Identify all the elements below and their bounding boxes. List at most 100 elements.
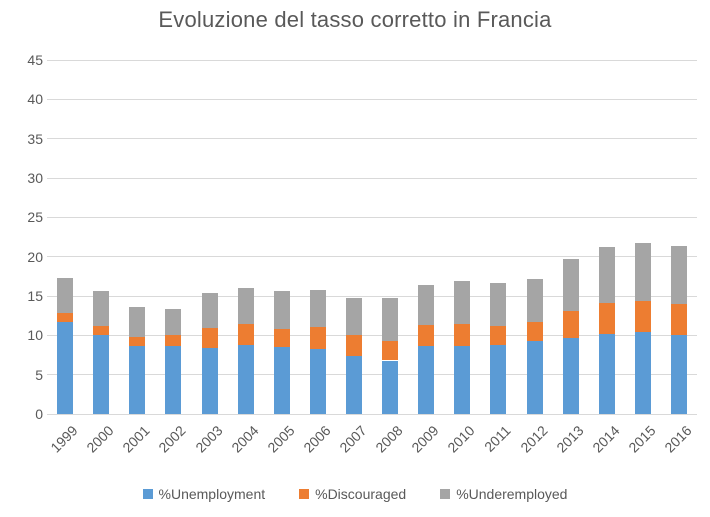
bar-2007-segment-underemployed xyxy=(345,297,362,336)
gridline-0 xyxy=(47,413,697,415)
bar-2005-segment-underemployed xyxy=(273,291,290,330)
legend-item-unemployment: %Unemployment xyxy=(142,486,266,502)
x-axis-tick-label-2008: 2008 xyxy=(372,422,406,456)
gridline-20 xyxy=(47,256,697,258)
gridline-35 xyxy=(47,138,697,140)
bar-1999-segment-unemployment xyxy=(57,321,74,414)
bar-2014-segment-unemployment xyxy=(598,333,615,414)
bar-2010-segment-underemployed xyxy=(454,281,471,324)
bar-2007-segment-discouraged xyxy=(345,335,362,356)
bar-2011-segment-unemployment xyxy=(490,344,507,414)
bar-2003-segment-underemployed xyxy=(201,292,218,329)
bar-2015-segment-underemployed xyxy=(634,243,651,301)
y-axis-tick-label: 30 xyxy=(27,170,43,186)
y-axis-tick-label: 40 xyxy=(27,91,43,108)
bar-2002-segment-discouraged xyxy=(165,335,182,347)
bar-2001-segment-discouraged xyxy=(129,336,146,346)
bar-2012-segment-underemployed xyxy=(526,278,543,322)
bar-2016-segment-unemployment xyxy=(670,334,687,414)
gridline-40 xyxy=(47,98,697,100)
legend-label-unemployment: %Unemployment xyxy=(158,486,266,502)
y-axis-tick-label: 5 xyxy=(35,366,43,383)
x-axis-tick-label-2003: 2003 xyxy=(191,422,226,456)
x-axis-tick-label-2006: 2006 xyxy=(300,422,334,456)
x-axis-tick-label-2014: 2014 xyxy=(588,422,623,456)
bar-2012-segment-unemployment xyxy=(526,340,543,414)
legend-item-discouraged: %Discouraged xyxy=(299,486,406,502)
legend-item-underemployed: %Underemployed xyxy=(440,486,567,502)
x-axis-tick-label-2001: 2001 xyxy=(119,422,153,456)
bar-2009-segment-discouraged xyxy=(418,325,435,347)
x-axis-tick-label-2007: 2007 xyxy=(336,422,370,456)
gridline-10 xyxy=(47,334,697,336)
bar-2010-segment-discouraged xyxy=(454,323,471,346)
bar-2008-segment-unemployment xyxy=(382,360,399,414)
legend-label-underemployed: %Underemployed xyxy=(456,486,568,502)
bar-2015-segment-discouraged xyxy=(634,300,651,333)
bar-2011-segment-discouraged xyxy=(490,325,507,345)
bar-1999-segment-underemployed xyxy=(57,277,74,313)
x-axis-tick-label-1999: 1999 xyxy=(47,422,81,456)
gridline-25 xyxy=(47,216,697,218)
bar-2001-segment-underemployed xyxy=(129,307,146,337)
bar-2009-segment-underemployed xyxy=(418,284,435,326)
legend: %Unemployment %Discouraged %Underemploye… xyxy=(0,486,710,502)
legend-label-discouraged: %Discouraged xyxy=(315,486,407,502)
x-axis-tick-label-2011: 2011 xyxy=(481,422,514,455)
y-axis-tick-label: 10 xyxy=(27,327,43,344)
bar-2000-segment-discouraged xyxy=(93,325,110,336)
bar-2005-segment-unemployment xyxy=(273,347,290,414)
unemployment-swatch-icon xyxy=(142,489,153,499)
underemployed-swatch-icon xyxy=(440,489,451,499)
y-axis-tick-label: 15 xyxy=(27,288,43,304)
x-axis-tick-label-2000: 2000 xyxy=(83,422,117,456)
bar-2014-segment-underemployed xyxy=(598,247,615,304)
bar-2004-segment-unemployment xyxy=(237,344,254,414)
bar-2006-segment-discouraged xyxy=(309,327,326,350)
bar-2007-segment-unemployment xyxy=(345,355,362,414)
bar-2013-segment-unemployment xyxy=(562,337,579,414)
bar-2001-segment-unemployment xyxy=(129,345,146,414)
x-axis-tick-label-2015: 2015 xyxy=(625,422,659,456)
bar-2013-segment-discouraged xyxy=(562,310,579,338)
x-axis-tick-label-2005: 2005 xyxy=(263,422,298,456)
x-axis-tick-label-2010: 2010 xyxy=(444,422,478,456)
gridline-15 xyxy=(47,295,697,297)
x-axis-tick-label-2012: 2012 xyxy=(516,422,551,456)
bar-2009-segment-unemployment xyxy=(418,346,435,414)
bar-2000-segment-unemployment xyxy=(93,335,110,414)
bar-2000-segment-underemployed xyxy=(93,291,110,326)
x-axis-tick-label-2002: 2002 xyxy=(155,422,189,456)
bar-2006-segment-unemployment xyxy=(309,349,326,414)
bar-2010-segment-unemployment xyxy=(454,345,471,414)
chart-title: Evoluzione del tasso corretto in Francia xyxy=(158,7,552,32)
bar-2003-segment-unemployment xyxy=(201,347,218,414)
y-axis-tick-label: 25 xyxy=(27,209,43,226)
bar-2004-segment-underemployed xyxy=(237,288,254,324)
y-axis-tick-label: 45 xyxy=(27,52,43,68)
x-axis-tick-label-2009: 2009 xyxy=(408,422,442,456)
discouraged-swatch-icon xyxy=(299,489,310,499)
gridline-30 xyxy=(47,177,697,179)
bar-2013-segment-underemployed xyxy=(562,259,579,311)
x-axis-tick-label-2016: 2016 xyxy=(661,422,695,456)
bar-2012-segment-discouraged xyxy=(526,321,543,341)
bar-2004-segment-discouraged xyxy=(237,323,254,345)
bar-2015-segment-unemployment xyxy=(634,332,651,414)
bar-2014-segment-discouraged xyxy=(598,303,615,334)
x-axis-tick-label-2004: 2004 xyxy=(227,422,262,456)
bar-2008-segment-underemployed xyxy=(382,297,399,341)
bar-2002-segment-underemployed xyxy=(165,308,182,336)
bar-2002-segment-unemployment xyxy=(165,346,182,414)
gridline-5 xyxy=(47,374,697,376)
y-axis-tick-label: 0 xyxy=(35,406,43,422)
bar-2011-segment-underemployed xyxy=(490,283,507,326)
bar-2003-segment-discouraged xyxy=(201,328,218,348)
bar-2008-segment-discouraged xyxy=(382,340,399,361)
bar-2005-segment-discouraged xyxy=(273,329,290,348)
y-axis-tick-label: 35 xyxy=(27,130,43,147)
gridline-45 xyxy=(47,59,697,61)
bar-2016-segment-underemployed xyxy=(670,246,687,304)
bar-2016-segment-discouraged xyxy=(670,303,687,335)
